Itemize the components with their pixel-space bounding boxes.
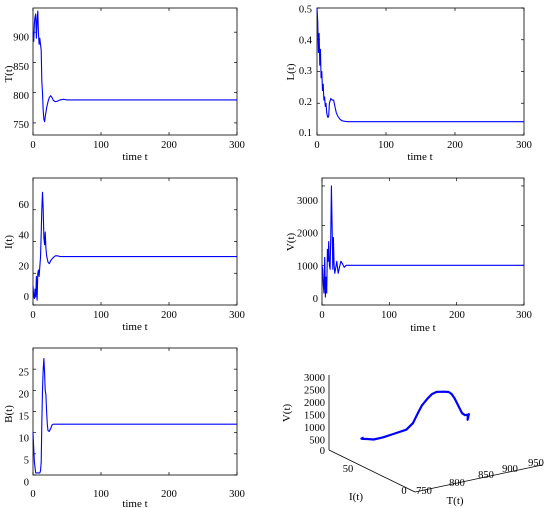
axes-frame (32, 7, 238, 136)
tick-label: 20 (19, 390, 30, 401)
y-axis-label: L(t) (285, 63, 297, 80)
tick-label: 800 (13, 91, 29, 102)
tick-label: 850 (13, 62, 29, 73)
tick-label: 100 (378, 140, 394, 151)
tick-label: 0.3 (299, 66, 312, 77)
tick-label: 200 (449, 310, 465, 321)
tick-label: 0 (30, 489, 35, 500)
series-line-B (32, 358, 237, 474)
tick-label: 2000 (297, 229, 318, 240)
series-line-I (32, 191, 237, 301)
panel-L: 0.5 0.4 0.3 0.2 0.1 0 100 200 300 time t… (285, 5, 532, 164)
x-axis-label: time t (410, 322, 435, 334)
y-axis-label: V(t) (285, 233, 297, 252)
tick-label: 300 (516, 140, 532, 151)
tick-label: 0.4 (299, 35, 313, 46)
axes-frame (321, 177, 525, 306)
plot-I (32, 177, 238, 306)
tick-label: 1000 (297, 261, 318, 272)
tick-label: 300 (229, 310, 245, 321)
panel-phase3d: 3000 2500 2000 1500 1000 500 0 50 0 750 … (281, 373, 544, 507)
panel-T: 900 850 800 750 0 100 200 300 time t T(t… (3, 33, 245, 163)
tick-label: 0 (30, 140, 35, 151)
tick-label: 2500 (304, 386, 325, 397)
axes-frame (32, 177, 238, 306)
series-line-L (316, 7, 524, 123)
tick-label: 300 (516, 310, 532, 321)
y-axis-label: T(t) (3, 65, 15, 82)
tick-label: 200 (161, 489, 177, 500)
panel-I: 60 40 20 0 0 100 200 300 time t I(t) (3, 200, 245, 333)
tick-label: 0 (313, 294, 318, 305)
tick-label: 850 (478, 470, 494, 481)
tick-label: 1500 (304, 411, 325, 422)
tick-label: 10 (19, 434, 30, 445)
trajectory-line (360, 390, 471, 441)
x-axis-label: time t (122, 321, 147, 333)
tick-label: 60 (19, 200, 30, 211)
axes-frame (32, 347, 238, 476)
tick-label: 300 (229, 489, 245, 500)
tick-label: 0.5 (299, 5, 312, 16)
x-axis-label: time t (407, 151, 432, 163)
series-line-V (321, 185, 524, 298)
tick-label: 750 (416, 486, 432, 497)
tick-label: 200 (447, 140, 463, 151)
tick-label: 0 (319, 310, 324, 321)
tick-label: 25 (19, 368, 30, 379)
plot-B (32, 347, 238, 476)
y-axis-label: B(t) (3, 405, 15, 423)
i-axis-line (328, 449, 416, 493)
z-axis-label: V(t) (281, 404, 293, 423)
tick-label: 200 (161, 140, 177, 151)
tick-label: 0 (30, 310, 35, 321)
tick-label: 0.1 (299, 128, 312, 139)
tick-label: 750 (13, 120, 29, 131)
plot-L (316, 7, 525, 136)
tick-label: 20 (19, 261, 30, 272)
tick-label: 100 (381, 310, 397, 321)
tick-label: 950 (528, 458, 544, 469)
panel-V: 3000 2000 1000 0 0 100 200 300 time t V(… (285, 196, 532, 334)
tick-label: 0 (24, 292, 29, 303)
tick-label: 0 (314, 140, 319, 151)
tick-label: 100 (93, 310, 109, 321)
tick-label: 900 (13, 33, 29, 44)
tick-label: 100 (93, 140, 109, 151)
tick-label: 1000 (304, 423, 325, 434)
t-axis-label: T(t) (446, 495, 463, 507)
tick-label: 2000 (304, 398, 325, 409)
tick-label: 500 (309, 436, 325, 447)
tick-label: 200 (161, 310, 177, 321)
tick-label: 100 (93, 489, 109, 500)
panel-B: 25 20 15 10 5 0 0 100 200 300 time t B(t… (3, 368, 245, 508)
tick-label: 900 (502, 464, 518, 475)
tick-label: 300 (229, 140, 245, 151)
plot-V (321, 177, 525, 306)
tick-label: 50 (343, 464, 354, 475)
tick-label: 40 (19, 231, 30, 242)
x-axis-label: time t (122, 498, 147, 508)
tick-label: 0 (320, 446, 325, 457)
tick-label: 5 (24, 456, 29, 467)
tick-label: 15 (19, 412, 30, 423)
x-axis-label: time t (122, 151, 147, 163)
series-line-T (32, 10, 237, 123)
tick-label: 3000 (297, 196, 318, 207)
plot-T (32, 7, 238, 136)
tick-label: 3000 (304, 373, 325, 384)
tick-label: 0.2 (299, 97, 312, 108)
plot-phase3d (360, 390, 471, 441)
y-axis-label: I(t) (3, 235, 15, 249)
axes-frame (316, 7, 525, 136)
tick-label: 800 (449, 478, 465, 489)
t-axis-line (414, 464, 543, 493)
tick-label: 0 (401, 486, 406, 497)
i-axis-label: I(t) (349, 491, 363, 503)
tick-label: 0 (24, 477, 29, 488)
